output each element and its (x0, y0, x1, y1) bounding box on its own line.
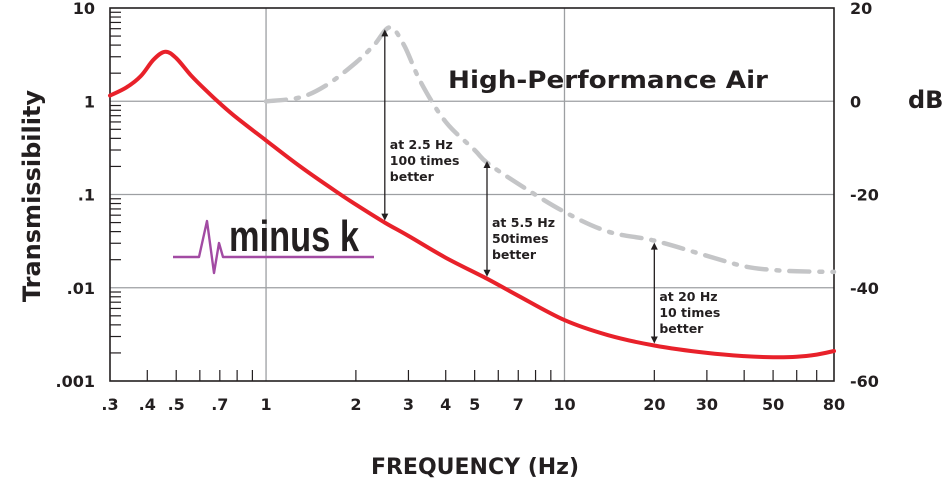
x-tick-label: 5 (469, 395, 480, 414)
logo-text: minus k (229, 212, 359, 261)
x-tick-label: .5 (168, 395, 185, 414)
arrowhead-icon (381, 213, 389, 221)
y-tick-label: .001 (56, 372, 95, 391)
y-axis-title-right: dB (908, 86, 943, 114)
arrowhead-icon (381, 29, 389, 37)
annotation-text: at 5.5 Hz 50times better (492, 215, 555, 262)
y-tick-label-right: -40 (850, 279, 879, 298)
y-axis-title: Transmissibility (18, 90, 46, 303)
grid-lines (110, 8, 834, 381)
x-tick-label: 30 (696, 395, 718, 414)
air-isolator-curve (263, 25, 837, 275)
x-tick-label: 80 (823, 395, 845, 414)
y-tick-label: 10 (73, 0, 95, 18)
x-tick-label: 7 (513, 395, 524, 414)
x-tick-label: 1 (260, 395, 271, 414)
y-tick-labels-right: 20 0 -20 -40 -60 (850, 0, 879, 391)
data-series (108, 25, 837, 360)
minus-k-curve (108, 49, 836, 360)
x-tick-labels: .3 .4 .5 .7 1 2 3 4 5 7 10 20 30 50 80 (101, 395, 845, 414)
annotation-text: at 20 Hz 10 times better (659, 289, 720, 336)
minor-ticks (110, 11, 818, 381)
arrowhead-icon (483, 269, 491, 277)
plot-frame (109, 7, 835, 382)
annotation-text: at 2.5 Hz 100 times better (390, 137, 460, 184)
series-label-high-performance-air: High-Performance Air (448, 66, 768, 94)
x-tick-label: 4 (440, 395, 451, 414)
y-tick-label-right: 0 (850, 92, 861, 111)
x-tick-label: 20 (643, 395, 665, 414)
arrowhead-icon (650, 242, 658, 250)
arrowhead-icon (650, 336, 658, 344)
x-tick-label: 50 (762, 395, 784, 414)
arrowhead-icon (483, 161, 491, 169)
x-tick-label: 10 (553, 395, 575, 414)
x-tick-label: .3 (101, 395, 118, 414)
y-tick-label: .1 (78, 186, 95, 205)
x-tick-label: .7 (211, 395, 228, 414)
y-tick-label: .01 (67, 279, 95, 298)
pulse-icon (173, 219, 374, 275)
x-tick-label: 2 (350, 395, 361, 414)
y-tick-label: 1 (84, 92, 95, 111)
y-tick-label-right: -60 (850, 372, 879, 391)
y-tick-label-right: -20 (850, 186, 879, 205)
minus-k-logo: minus k (173, 212, 374, 275)
y-tick-label-right: 20 (850, 0, 872, 18)
y-tick-labels-left: 10 1 .1 .01 .001 (56, 0, 95, 391)
x-tick-label: .4 (139, 395, 156, 414)
x-tick-label: 3 (403, 395, 414, 414)
annotations: at 2.5 Hz 100 times better at 5.5 Hz 50times… (381, 29, 720, 344)
x-axis-title: FREQUENCY (Hz) (371, 455, 579, 480)
